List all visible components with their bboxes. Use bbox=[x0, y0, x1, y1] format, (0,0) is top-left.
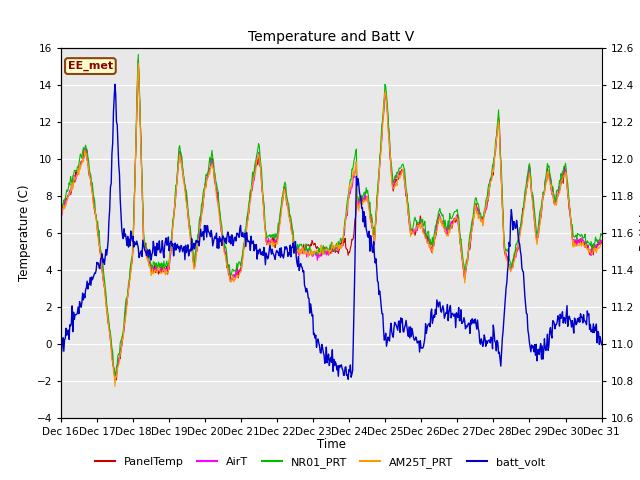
Text: EE_met: EE_met bbox=[68, 61, 113, 71]
Y-axis label: Temperature (C): Temperature (C) bbox=[18, 184, 31, 281]
Legend: PanelTemp, AirT, NR01_PRT, AM25T_PRT, batt_volt: PanelTemp, AirT, NR01_PRT, AM25T_PRT, ba… bbox=[91, 452, 549, 472]
X-axis label: Time: Time bbox=[317, 438, 346, 451]
Title: Temperature and Batt V: Temperature and Batt V bbox=[248, 30, 414, 44]
